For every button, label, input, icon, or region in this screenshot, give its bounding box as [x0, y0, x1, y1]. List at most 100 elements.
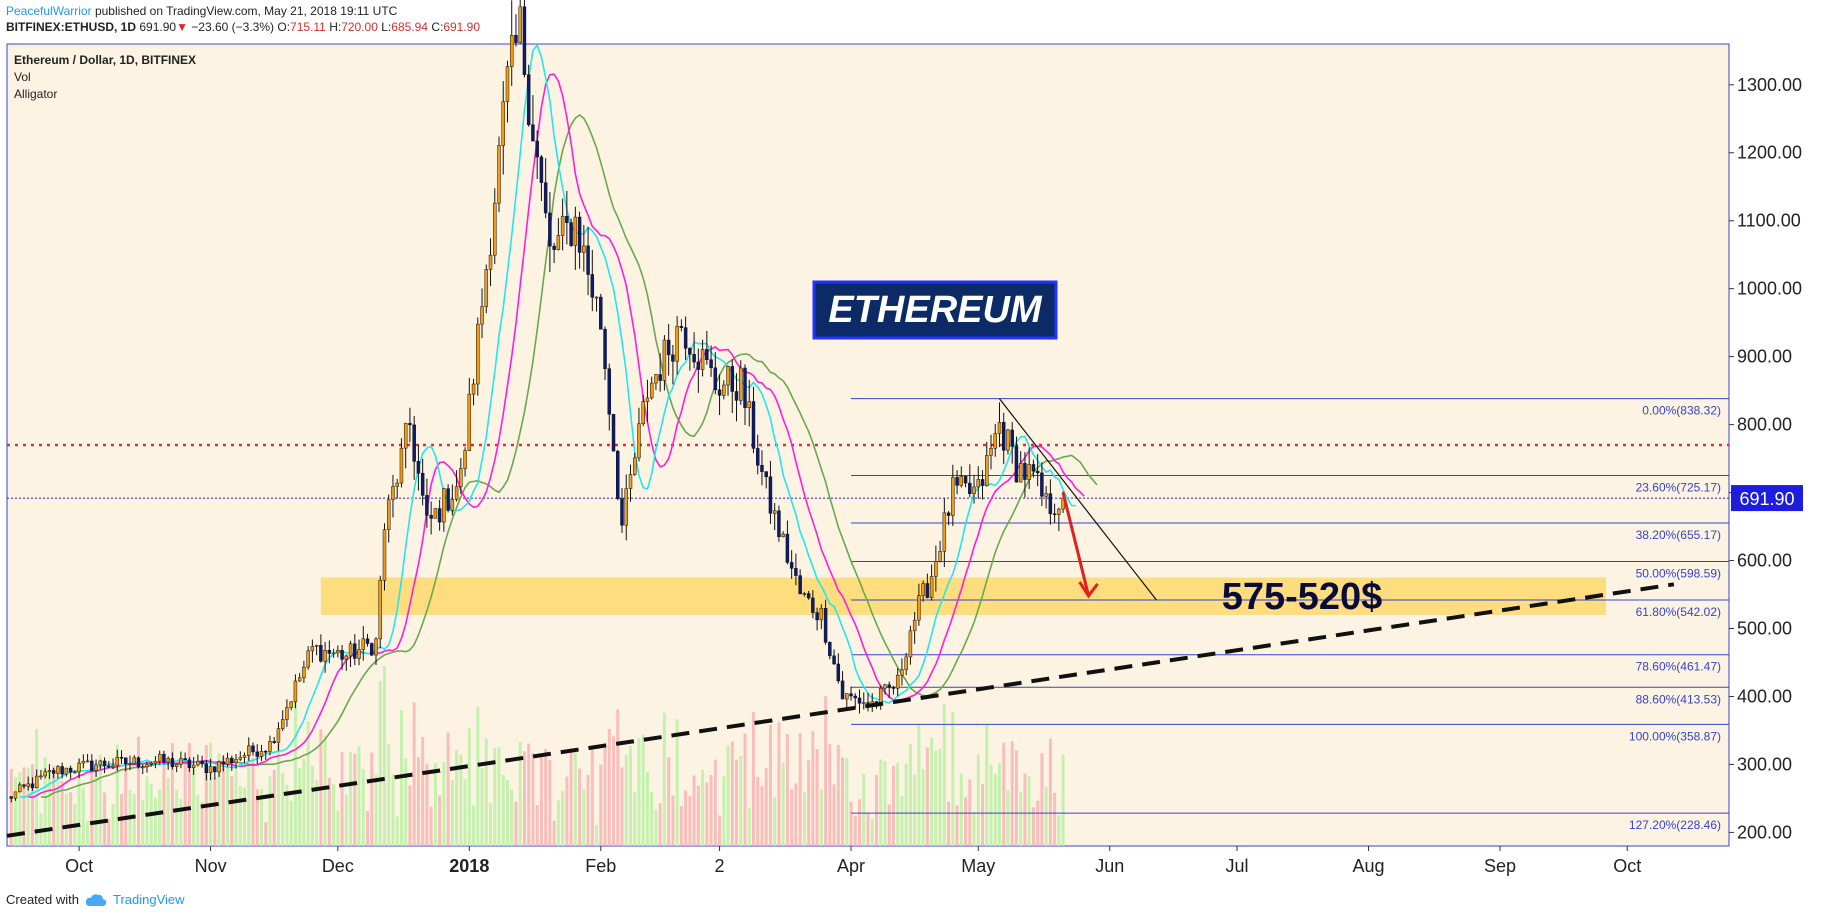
down-candle [565, 216, 569, 223]
volume-bar [226, 759, 230, 846]
volume-bar [849, 801, 853, 846]
volume-bar [607, 728, 611, 846]
up-candle [331, 652, 336, 655]
down-candle [1001, 422, 1006, 451]
volume-bar [272, 770, 276, 846]
down-candle [768, 476, 773, 514]
volume-bar [739, 755, 743, 846]
volume-bar [976, 754, 980, 846]
close-label: C: [431, 20, 444, 34]
x-tick-label: Apr [837, 856, 865, 876]
volume-bar [395, 816, 399, 846]
volume-bar [658, 803, 662, 846]
y-tick-label: 1000.00 [1737, 279, 1802, 299]
up-candle [391, 486, 395, 501]
volume-bar [64, 793, 68, 846]
up-candle [747, 401, 751, 408]
volume-bar [90, 762, 94, 846]
down-candle [251, 745, 255, 753]
up-candle [917, 595, 921, 621]
up-candle [985, 455, 989, 486]
volume-bar [493, 748, 497, 846]
down-candle [866, 702, 870, 704]
volume-bar [713, 759, 717, 846]
open-value: 715.11 [290, 20, 326, 34]
tradingview-link[interactable]: TradingView [112, 892, 185, 907]
volume-bar [514, 801, 518, 846]
up-candle [459, 468, 463, 487]
volume-bar [442, 761, 446, 846]
down-candle [319, 645, 323, 662]
volume-bar [175, 789, 179, 846]
up-candle [493, 202, 497, 256]
up-candle [951, 477, 955, 516]
volume-bar [107, 818, 111, 846]
x-tick-label: 2018 [449, 856, 489, 876]
y-tick-label: 600.00 [1737, 551, 1792, 571]
up-candle [942, 512, 947, 552]
volume-bar [981, 783, 985, 846]
down-candle [437, 508, 442, 523]
down-candle [124, 757, 128, 765]
volume-bar [47, 770, 51, 846]
volume-bar [204, 745, 208, 846]
volume-bar [209, 742, 213, 846]
publication-line: PeacefulWarrior published on TradingView… [6, 3, 480, 19]
down-arrow-shaft [1061, 492, 1091, 597]
volume-bar [828, 744, 832, 846]
down-candle [692, 353, 696, 363]
volume-bar [213, 777, 217, 846]
y-tick-label: 500.00 [1737, 619, 1792, 639]
volume-bar [115, 744, 119, 846]
up-candle [94, 764, 98, 771]
fib-label: 88.60%(413.53) [1636, 692, 1721, 706]
down-candle [955, 477, 959, 486]
down-candle [535, 140, 539, 158]
volume-bar [616, 709, 620, 846]
author-link[interactable]: PeacefulWarrior [6, 4, 92, 18]
up-candle [921, 583, 925, 596]
volume-bar [378, 680, 382, 846]
fib-label: 61.80%(542.02) [1636, 605, 1721, 619]
volume-bar [510, 789, 514, 846]
volume-bar [972, 811, 976, 846]
volume-bar [484, 738, 488, 846]
volume-bar [751, 712, 755, 846]
volume-bar [136, 736, 140, 846]
down-candle [730, 366, 735, 392]
up-candle [501, 101, 505, 146]
volume-bar [366, 811, 370, 846]
ethereum-title: ETHEREUM [828, 289, 1043, 331]
down-candle [22, 784, 26, 787]
fib-label: 127.20%(228.46) [1629, 818, 1721, 832]
down-candle [539, 156, 544, 183]
volume-bar [446, 732, 450, 846]
down-candle [1010, 429, 1014, 447]
volume-bar [768, 724, 772, 846]
volume-bar [747, 807, 751, 846]
up-candle [285, 707, 289, 720]
down-candle [688, 348, 692, 355]
down-candle [857, 697, 862, 704]
footer: Created with TradingView [6, 892, 185, 907]
volume-bar [13, 776, 17, 846]
x-tick-label: Jun [1095, 856, 1124, 876]
up-candle [26, 783, 30, 787]
down-candle [679, 326, 684, 328]
volume-bar [709, 775, 713, 846]
volume-bar [993, 773, 997, 846]
down-candle [734, 391, 739, 401]
up-candle [700, 349, 705, 370]
volume-bar [187, 742, 191, 846]
up-candle [772, 510, 777, 514]
volume-bar [217, 753, 221, 846]
volume-bar [179, 798, 183, 846]
volume-bar [408, 785, 412, 846]
down-candle [671, 354, 675, 362]
volume-bar [599, 764, 603, 846]
down-candle [221, 761, 226, 765]
volume-bar [243, 787, 247, 846]
volume-bar [518, 741, 522, 846]
volume-bar [255, 789, 259, 846]
